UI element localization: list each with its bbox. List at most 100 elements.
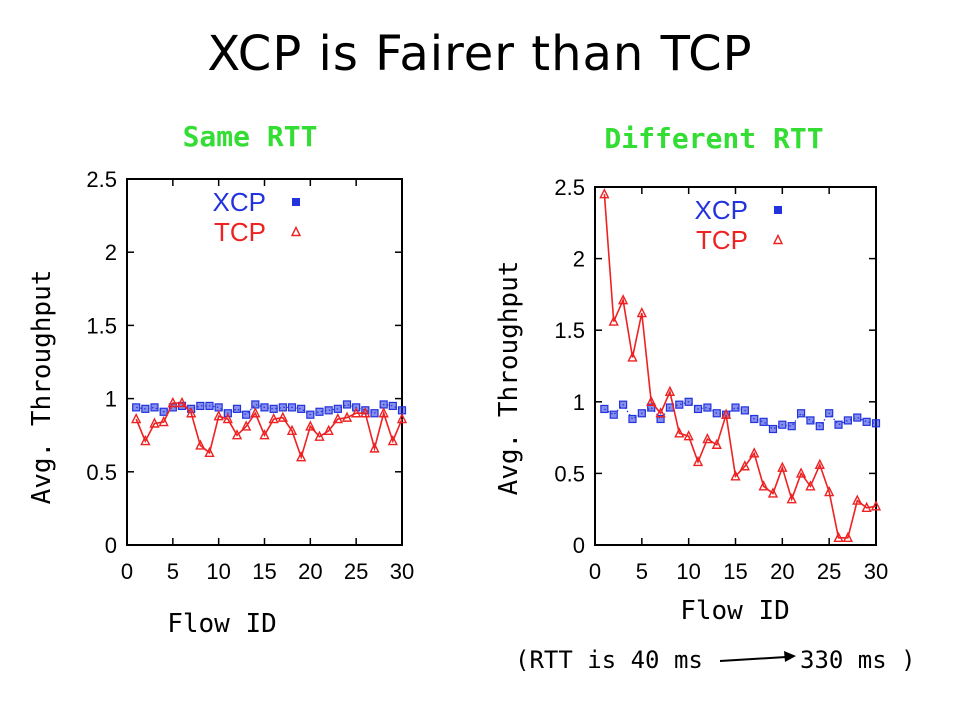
right-xcp-point xyxy=(731,403,740,412)
left-tcp-point xyxy=(186,407,197,418)
right-legend-tcp-label: TCP xyxy=(696,225,748,255)
left-xcp-point xyxy=(315,407,324,416)
left-tcp-point xyxy=(314,430,325,441)
left-tcp-point xyxy=(176,396,188,408)
right-xcp-point xyxy=(825,409,834,418)
left-xcp-point xyxy=(342,400,352,409)
left-xcp-point xyxy=(388,401,397,411)
right-xcp-point xyxy=(618,400,628,409)
right-xcp-point xyxy=(834,420,843,429)
right-tcp-point xyxy=(805,480,816,491)
right-xcp-point xyxy=(712,409,721,418)
right-tcp-point xyxy=(636,306,647,318)
right-tcp-point xyxy=(758,480,769,491)
right-tcp-point xyxy=(674,427,685,438)
left-xtick-label: 0 xyxy=(121,559,133,584)
right-ytick-label: 2 xyxy=(573,247,585,272)
right-xcp-point xyxy=(628,414,637,424)
left-tcp-point xyxy=(149,417,160,428)
right-tcp-point xyxy=(795,467,807,478)
left-tcp-point xyxy=(296,451,307,462)
right-tcp-point xyxy=(814,458,825,470)
right-xtick-label: 10 xyxy=(676,559,700,584)
right-xcp-point xyxy=(675,400,684,409)
right-ytick-label: 1.5 xyxy=(554,318,585,343)
right-ylabel: Avg. Throughput xyxy=(494,261,524,496)
right-tcp-line xyxy=(603,194,877,539)
left-xcp-point xyxy=(278,403,287,412)
right-xcp-point xyxy=(787,422,796,431)
right-xlabel: Flow ID xyxy=(680,596,790,626)
rtt-note-prefix: (RTT is 40 ms xyxy=(515,646,703,674)
rtt-note-suffix: 330 ms ) xyxy=(800,646,916,674)
left-xcp-point xyxy=(232,404,242,413)
right-tcp-point xyxy=(721,408,732,419)
left-xcp-point xyxy=(306,410,315,419)
right-legend-tcp-marker-icon xyxy=(772,233,784,245)
left-tcp-point xyxy=(305,420,316,431)
right-xcp-point xyxy=(647,403,656,412)
right-xtick-label: 0 xyxy=(589,559,601,584)
right-tcp-point xyxy=(786,493,797,504)
right-xtick-label: 15 xyxy=(723,559,747,584)
left-legend-tcp-label: TCP xyxy=(214,217,266,247)
right-ytick-label: 0 xyxy=(573,533,585,558)
right-xcp-point xyxy=(609,410,618,419)
left-legend-xcp-label: XCP xyxy=(213,187,266,217)
left-tcp-point xyxy=(369,442,380,453)
left-xcp-point xyxy=(196,401,205,411)
right-tcp-point xyxy=(833,531,844,543)
left-xtick-label: 30 xyxy=(390,559,414,584)
left-tcp-point xyxy=(241,420,252,431)
left-tcp-point xyxy=(378,407,389,418)
right-xcp-point xyxy=(853,413,862,422)
left-xcp-point xyxy=(260,403,269,412)
left-tcp-point xyxy=(195,439,206,450)
rtt-arrowhead-icon xyxy=(784,651,796,662)
left-ylabel: Avg. Throughput xyxy=(27,270,57,505)
right-tcp-point xyxy=(711,438,722,449)
right-chart-title: Different RTT xyxy=(604,122,823,155)
left-tcp-point xyxy=(323,424,334,436)
left-xlabel: Flow ID xyxy=(167,609,277,639)
left-xcp-point xyxy=(333,404,342,413)
rtt-arrow-icon xyxy=(719,656,787,662)
right-tcp-point xyxy=(730,470,741,481)
left-xcp-point xyxy=(150,403,159,412)
right-ytick-label: 1 xyxy=(573,390,585,415)
right-xcp-point xyxy=(778,420,787,429)
right-tcp-point xyxy=(870,500,882,511)
left-tcp-point xyxy=(222,413,233,424)
left-xcp-point xyxy=(379,400,388,409)
right-tcp-point xyxy=(749,447,760,458)
right-xcp-point xyxy=(796,409,806,418)
left-tcp-point xyxy=(286,424,298,436)
right-xcp-point xyxy=(703,403,712,412)
right-xcp-point xyxy=(806,416,815,425)
left-xcp-point xyxy=(159,407,168,416)
left-xtick-label: 10 xyxy=(206,559,230,584)
right-xcp-point xyxy=(871,419,881,428)
right-tcp-point xyxy=(861,501,872,512)
right-ytick-label: 2.5 xyxy=(554,175,585,200)
right-tcp-point xyxy=(824,485,835,497)
right-tcp-point xyxy=(655,407,666,418)
right-xcp-point xyxy=(600,404,609,414)
right-xtick-label: 5 xyxy=(636,559,648,584)
left-tcp-point xyxy=(277,411,288,422)
left-chart-title: Same RTT xyxy=(183,120,318,153)
left-tcp-point xyxy=(259,429,270,440)
left-tcp-point xyxy=(387,434,398,446)
left-tcp-point xyxy=(250,407,261,418)
right-tcp-point xyxy=(664,385,676,396)
left-tcp-point xyxy=(167,396,178,408)
right-xcp-point xyxy=(750,414,759,424)
left-tcp-point xyxy=(140,434,151,446)
left-tcp-point xyxy=(351,407,362,418)
left-ytick-label: 2 xyxy=(105,240,117,265)
left-ytick-label: 1.5 xyxy=(86,313,117,338)
left-xcp-point xyxy=(141,404,150,413)
